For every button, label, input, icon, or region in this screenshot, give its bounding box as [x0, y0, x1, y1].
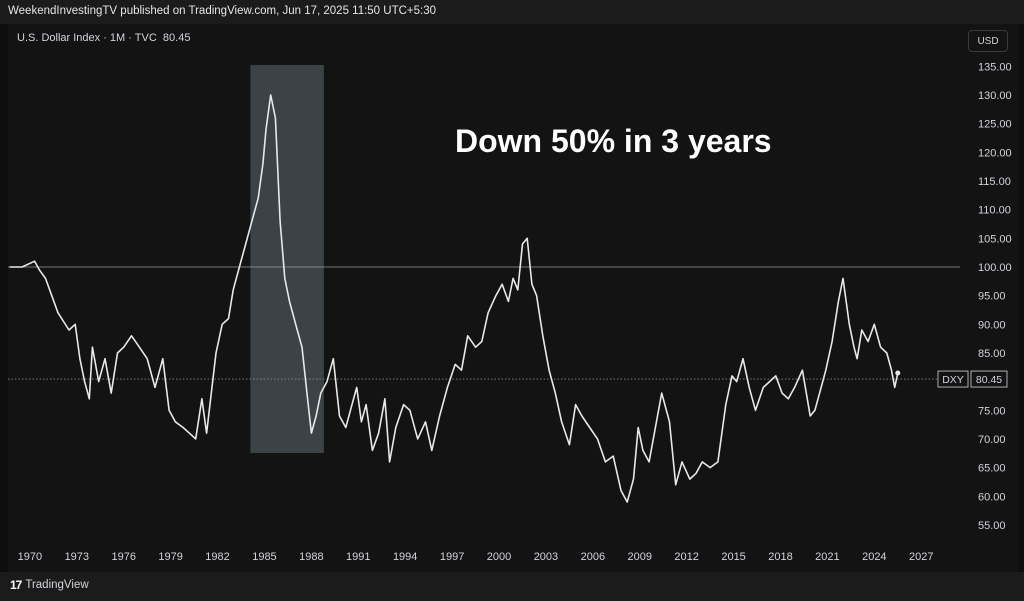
x-tick-label: 2018	[768, 551, 792, 563]
x-tick-label: 1970	[18, 551, 42, 563]
x-tick-label: 1991	[346, 551, 370, 563]
y-tick-label: 55.00	[978, 520, 1006, 532]
y-tick-label: 95.00	[978, 291, 1006, 303]
x-tick-label: 2021	[815, 551, 839, 563]
dxy-series-line	[9, 94, 899, 503]
x-tick-label: 2012	[674, 551, 698, 563]
y-tick-label: 65.00	[978, 463, 1006, 475]
y-tick-label: 110.00	[978, 205, 1011, 217]
x-tick-label: 2006	[581, 551, 605, 563]
tradingview-logo-text: TradingView	[25, 579, 89, 591]
last-value-symbol-box	[937, 370, 969, 388]
x-tick-label: 2003	[534, 551, 558, 563]
x-tick-label: 2024	[862, 551, 886, 563]
y-tick-label: 60.00	[978, 491, 1006, 503]
y-tick-label: 120.00	[978, 147, 1012, 159]
y-tick-label: 125.00	[978, 119, 1012, 131]
published-caption: WeekendInvestingTV published on TradingV…	[8, 5, 437, 17]
y-tick-label: 135.00	[978, 61, 1012, 73]
x-tick-label: 2009	[628, 551, 652, 563]
tradingview-logo-icon: 17	[10, 578, 22, 592]
last-value-price-box	[970, 370, 1008, 388]
x-tick-label: 1979	[158, 551, 182, 563]
y-tick-label: 130.00	[978, 90, 1012, 102]
x-tick-label: 1973	[65, 551, 89, 563]
last-value-price: 80.45	[976, 374, 1002, 386]
chart-panel[interactable]	[8, 24, 1018, 572]
tradingview-logo: 17 TradingView	[10, 578, 89, 592]
bottom-strip	[0, 572, 1024, 601]
x-tick-label: 1988	[299, 551, 323, 563]
highlight-box	[250, 65, 324, 453]
x-tick-label: 1982	[205, 551, 229, 563]
x-tick-label: 2000	[487, 551, 511, 563]
last-value-dot	[895, 370, 901, 376]
y-tick-label: 115.00	[978, 176, 1011, 188]
x-tick-label: 1985	[252, 551, 276, 563]
currency-button[interactable]: USD	[968, 30, 1008, 52]
y-tick-label: 75.00	[978, 405, 1006, 417]
symbol-last-value: 80.45	[162, 32, 191, 44]
x-tick-label: 1994	[393, 551, 417, 563]
x-tick-label: 2027	[909, 551, 933, 563]
symbol-title: U.S. Dollar Index · 1M · TVC	[17, 32, 157, 44]
x-axis-ticks: 1970 1973 1976 1979 1982 1985 1988 1991 1994 1997…	[18, 551, 934, 563]
last-value-label: DXY 80.45	[937, 370, 1008, 388]
y-tick-label: 90.00	[978, 319, 1006, 331]
y-tick-label: 70.00	[978, 434, 1006, 446]
y-tick-label: 100.00	[978, 262, 1012, 274]
x-tick-label: 1976	[111, 551, 135, 563]
x-tick-label: 2015	[721, 551, 745, 563]
y-tick-label: 85.00	[978, 348, 1006, 360]
y-tick-label: 105.00	[978, 233, 1012, 245]
y-axis-ticks: 55.00 60.00 65.00 70.00 75.00 85.00 90.00 95.00…	[978, 61, 1012, 532]
symbol-info: U.S. Dollar Index · 1M · TVC 80.45	[17, 32, 190, 44]
top-strip	[0, 0, 1024, 24]
x-tick-label: 1997	[440, 551, 464, 563]
chart-annotation: Down 50% in 3 years	[455, 123, 772, 159]
last-value-symbol: DXY	[942, 374, 964, 386]
